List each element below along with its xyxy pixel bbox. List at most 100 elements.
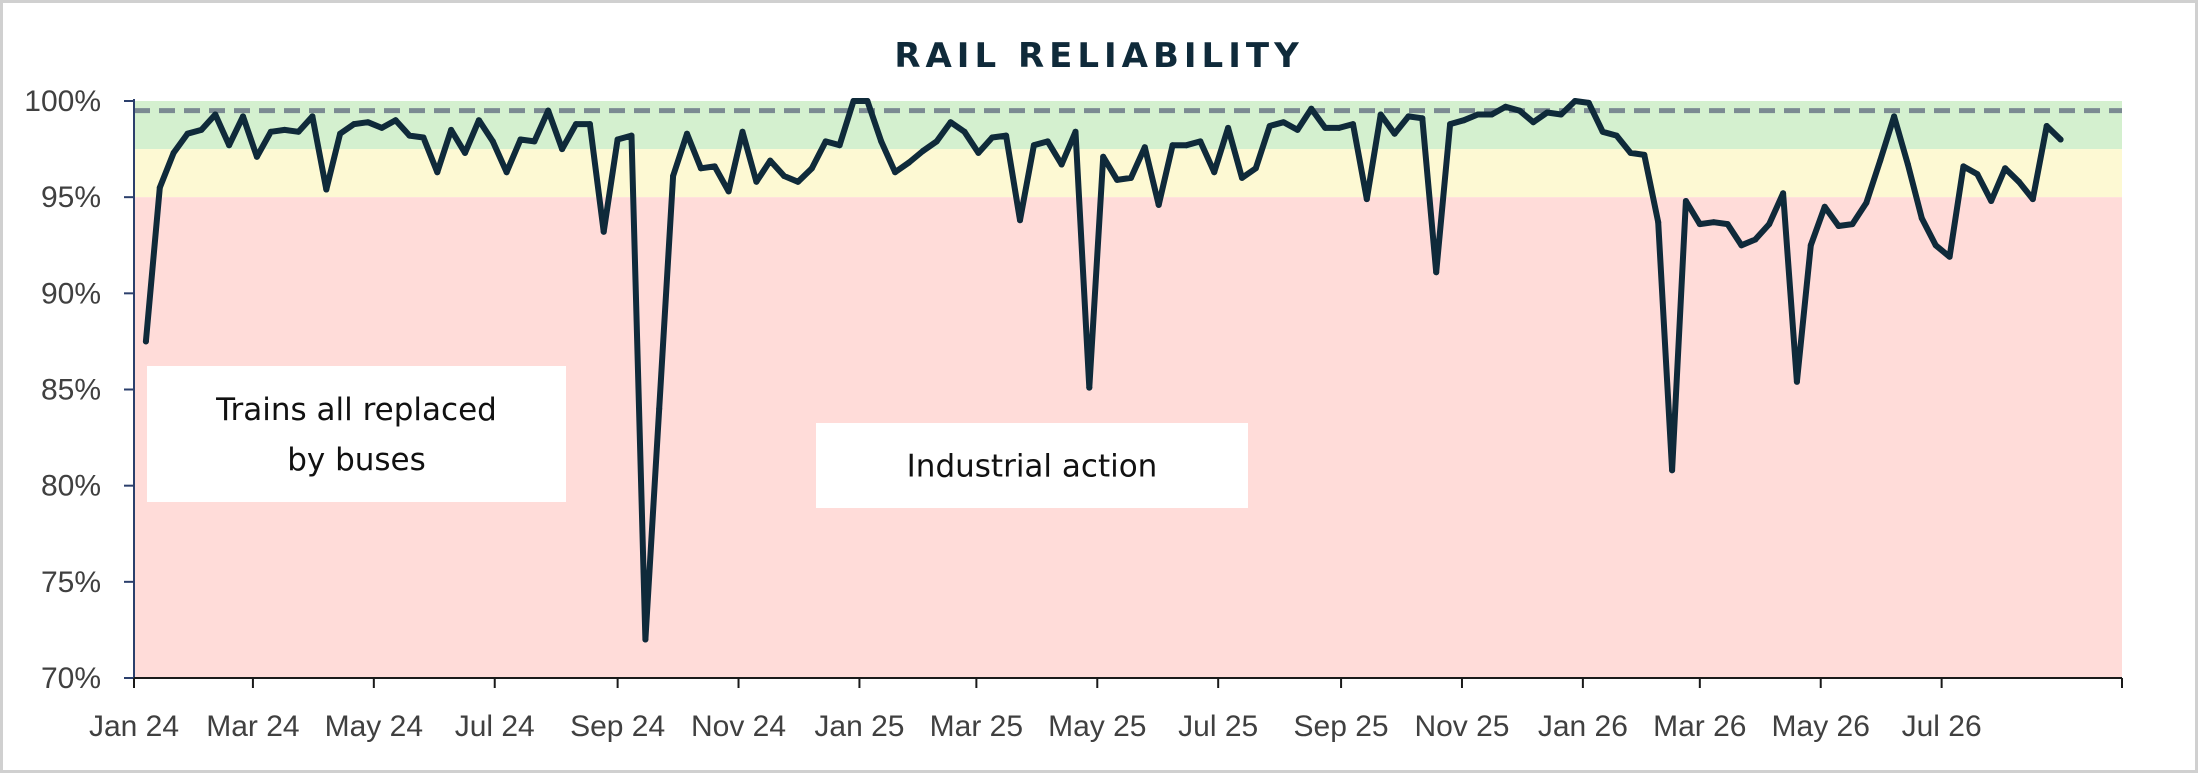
- data-point: [864, 98, 871, 104]
- data-point: [1128, 174, 1134, 181]
- data-point: [448, 126, 455, 133]
- data-point: [573, 121, 579, 128]
- x-tick-label: Jan 25: [814, 710, 904, 743]
- data-point: [1502, 103, 1509, 110]
- data-point: [1336, 124, 1343, 131]
- data-point: [1655, 219, 1662, 226]
- data-point: [267, 128, 274, 135]
- data-point: [1169, 142, 1176, 149]
- data-point: [628, 132, 635, 139]
- data-point: [1682, 198, 1689, 204]
- data-point: [919, 148, 926, 154]
- data-point: [2002, 165, 2009, 172]
- data-point: [711, 163, 718, 170]
- data-point: [1155, 201, 1162, 208]
- data-point: [642, 636, 649, 643]
- data-point: [1086, 384, 1093, 391]
- data-point: [198, 126, 205, 133]
- data-point: [142, 338, 149, 345]
- data-point: [489, 138, 496, 145]
- y-tick-label: 100%: [24, 85, 101, 118]
- data-point: [586, 121, 593, 128]
- data-point: [1835, 223, 1842, 229]
- data-point: [295, 128, 302, 135]
- data-point: [1433, 269, 1440, 276]
- data-point: [1197, 138, 1204, 145]
- data-point: [1780, 190, 1787, 197]
- data-point: [1391, 130, 1398, 137]
- data-point: [1766, 221, 1773, 228]
- data-point: [1322, 124, 1329, 131]
- data-point: [1474, 111, 1481, 118]
- band-1: [134, 149, 2122, 198]
- data-point: [1141, 144, 1148, 151]
- data-point: [1558, 111, 1565, 118]
- y-tick-label: 75%: [41, 566, 101, 599]
- data-point: [1252, 165, 1259, 172]
- data-point: [1461, 117, 1467, 124]
- data-point: [545, 107, 552, 114]
- data-point: [1613, 132, 1620, 139]
- data-point: [1821, 203, 1828, 210]
- data-point: [1849, 221, 1856, 228]
- data-point: [1405, 113, 1412, 120]
- data-point: [1017, 217, 1023, 224]
- data-point: [697, 165, 704, 172]
- data-point: [323, 186, 330, 193]
- data-point: [253, 153, 260, 160]
- data-point: [947, 119, 954, 126]
- y-tick-label: 90%: [41, 277, 101, 310]
- data-point: [1072, 128, 1079, 135]
- data-point: [600, 228, 607, 235]
- y-tick-label: 80%: [41, 470, 101, 503]
- data-point: [1266, 123, 1273, 129]
- data-point: [337, 130, 344, 137]
- data-point: [1003, 132, 1010, 139]
- axes: 70% 75% 80% 85% 90% 95% 100% Jan 24 Mar 24 May 24…: [24, 85, 2123, 743]
- data-point: [1904, 161, 1911, 168]
- x-tick-label: Mar 25: [930, 710, 1023, 743]
- data-point: [1877, 157, 1884, 164]
- series-group: [142, 98, 2064, 643]
- data-point: [1863, 199, 1870, 206]
- data-point: [989, 134, 996, 141]
- data-point: [1114, 176, 1121, 183]
- data-point: [1100, 153, 1107, 160]
- data-point: [1280, 119, 1287, 126]
- data-point: [420, 134, 427, 141]
- y-tick-label: 95%: [41, 181, 101, 214]
- data-point: [1516, 107, 1523, 114]
- chart-title: RAIL RELIABILITY: [894, 36, 1303, 76]
- x-tick-label: Jul 24: [455, 710, 535, 743]
- x-tick-label: Mar 24: [206, 710, 299, 743]
- data-point: [212, 111, 219, 118]
- data-point: [892, 169, 899, 176]
- data-point: [1447, 121, 1454, 128]
- data-point: [1211, 169, 1218, 176]
- x-tick-label: Jan 26: [1538, 710, 1628, 743]
- data-point: [1363, 196, 1370, 203]
- data-point: [822, 138, 829, 145]
- data-point: [1488, 111, 1495, 118]
- data-point: [1058, 161, 1065, 168]
- annotation-industrial-action: Industrial action: [816, 423, 1248, 508]
- data-point: [1183, 142, 1190, 149]
- data-point: [1377, 111, 1384, 118]
- x-tick-label: May 25: [1048, 710, 1146, 743]
- data-point: [1891, 113, 1898, 120]
- data-point: [1585, 99, 1592, 106]
- data-point: [1696, 221, 1703, 228]
- annotation-box: [816, 423, 1248, 508]
- data-point: [2043, 123, 2050, 129]
- x-tick-label: Jul 26: [1902, 710, 1982, 743]
- data-point: [531, 138, 538, 145]
- data-point: [406, 132, 413, 139]
- data-point: [1988, 198, 1995, 204]
- data-point: [462, 149, 468, 156]
- x-tick-label: Jan 24: [89, 710, 179, 743]
- annotation-text: Industrial action: [907, 449, 1158, 485]
- data-point: [1918, 215, 1925, 222]
- data-point: [1572, 98, 1578, 104]
- data-point: [1419, 115, 1426, 122]
